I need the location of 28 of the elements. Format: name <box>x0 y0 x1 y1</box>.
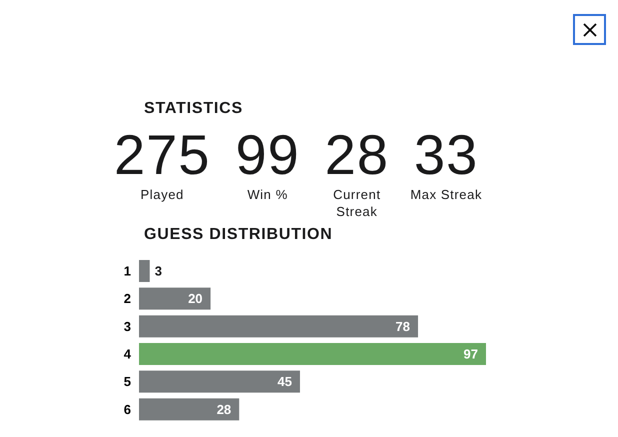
y-tick-label: 6 <box>124 402 131 417</box>
bar <box>139 288 211 310</box>
text: STATISTICS <box>144 99 243 119</box>
y-tick-label: 5 <box>124 374 131 390</box>
y-tick-label: 3 <box>124 318 131 334</box>
data-label: 45 <box>278 374 292 390</box>
data-label: 28 <box>324 122 390 186</box>
data-label: 99 <box>235 122 300 186</box>
chart-title: GUESS DISTRIBUTION <box>144 224 333 244</box>
bar <box>139 370 300 393</box>
category-label: Win % <box>246 186 289 203</box>
bar <box>139 343 486 366</box>
category-label: Max Streak <box>409 186 484 203</box>
bar <box>139 260 150 282</box>
category-label: Current Streak <box>332 186 382 220</box>
y-tick-label: 2 <box>124 291 131 306</box>
data-label: 20 <box>188 291 203 306</box>
y-tick-label: 1 <box>124 264 131 279</box>
bar <box>139 398 240 421</box>
data-label: 78 <box>396 319 410 334</box>
y-tick-label: 4 <box>124 346 132 362</box>
data-label: 3 <box>154 264 162 279</box>
category-label: Played <box>140 186 185 203</box>
data-label: 33 <box>414 122 478 186</box>
data-label: 97 <box>464 346 478 362</box>
data-label: 28 <box>216 402 232 418</box>
bar <box>139 316 418 338</box>
data-label: 275 <box>114 122 210 186</box>
